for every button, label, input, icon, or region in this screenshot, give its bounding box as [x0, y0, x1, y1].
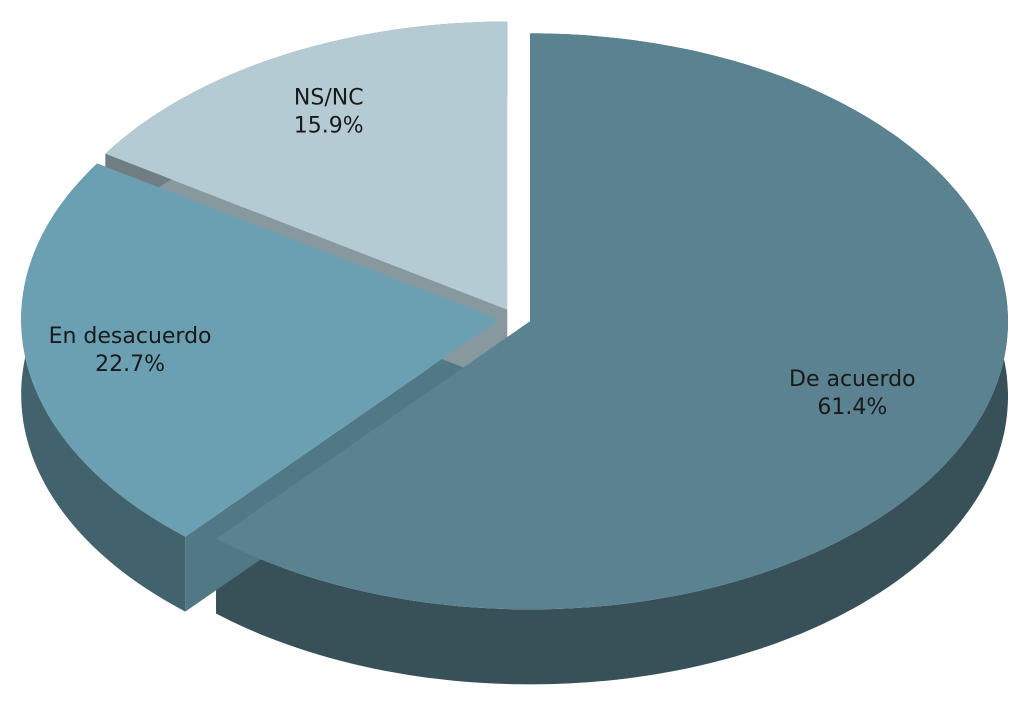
slice-label: De acuerdo: [789, 367, 916, 392]
slice-value-label: 61.4%: [817, 395, 887, 420]
slice-value-label: 22.7%: [95, 352, 165, 377]
slice-label: NS/NC: [294, 85, 364, 110]
pie-slice: [105, 21, 508, 310]
slice-side: [216, 33, 1009, 685]
slice-label: En desacuerdo: [49, 324, 212, 349]
pie-slice: [21, 163, 500, 537]
pie-slice: [216, 33, 1009, 610]
slice-value-label: 15.9%: [294, 113, 364, 138]
